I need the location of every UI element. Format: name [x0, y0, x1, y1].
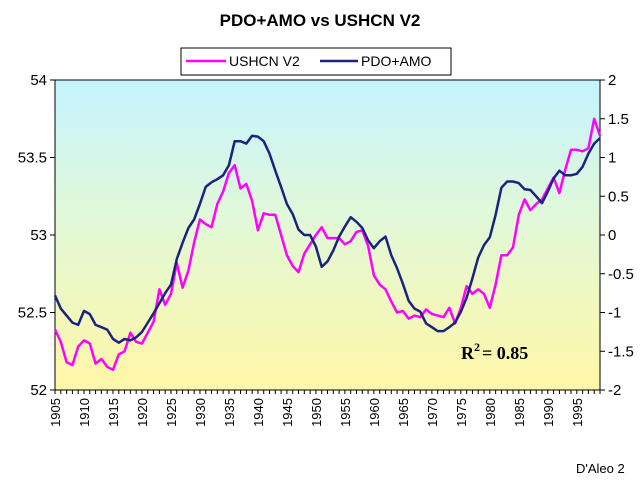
right-tick-label: 2: [608, 72, 616, 89]
x-tick-label: 1960: [367, 398, 382, 427]
x-tick-label: 1955: [338, 398, 353, 427]
left-tick-label: 54: [30, 72, 47, 89]
r-squared-annotation: R2 = 0.85: [461, 340, 528, 363]
x-tick-label: 1920: [135, 398, 150, 427]
legend-label-pdo-amo: PDO+AMO: [361, 53, 432, 69]
right-tick-label: 1.5: [608, 111, 629, 128]
x-axis: 1905 1910 1915 1920 1925 1930 1935 1940 1945 1950…: [48, 390, 601, 427]
left-tick-label: 53: [30, 227, 47, 244]
x-tick-label: 1915: [106, 398, 121, 427]
x-tick-label: 1930: [193, 398, 208, 427]
left-tick-label: 52.5: [18, 305, 47, 322]
x-tick-label: 1975: [454, 398, 469, 427]
legend: USHCN V2 PDO+AMO: [180, 47, 452, 76]
chart-title: PDO+AMO vs USHCN V2: [220, 11, 421, 30]
x-tick-label: 1910: [77, 398, 92, 427]
x-tick-label: 1990: [541, 398, 556, 427]
x-tick-label: 1985: [512, 398, 527, 427]
series-line-pdo-amo: [53, 134, 601, 344]
x-tick-label: 1980: [483, 398, 498, 427]
left-tick-label: 52: [30, 382, 47, 399]
x-tick-label: 1965: [396, 398, 411, 427]
x-tick-label: 1970: [425, 398, 440, 427]
right-tick-label: 0: [608, 227, 616, 244]
left-tick-label: 53.5: [18, 150, 47, 167]
series-layer: [53, 117, 602, 372]
x-tick-label: 1995: [570, 398, 585, 427]
right-axis: -2 -1.5 -1 -0.5 0 0.5 1 1.5 2: [600, 72, 634, 399]
right-tick-label: -1.5: [608, 343, 634, 360]
right-tick-label: -1: [608, 305, 621, 322]
x-tick-label: 1945: [280, 398, 295, 427]
series-line-ushcn-v2: [53, 117, 602, 372]
left-axis: 52 52.5 53 53.5 54: [18, 72, 55, 399]
right-tick-label: -0.5: [608, 266, 634, 283]
x-tick-label: 1950: [309, 398, 324, 427]
right-tick-label: 0.5: [608, 188, 629, 205]
credit-label: D'Aleo 2: [576, 461, 625, 476]
x-tick-label: 1935: [222, 398, 237, 427]
x-tick-label: 1905: [48, 398, 63, 427]
x-tick-label: 1940: [251, 398, 266, 427]
right-tick-label: -2: [608, 382, 621, 399]
right-tick-label: 1: [608, 150, 616, 167]
legend-label-ushcn: USHCN V2: [229, 53, 300, 69]
x-tick-label: 1925: [164, 398, 179, 427]
